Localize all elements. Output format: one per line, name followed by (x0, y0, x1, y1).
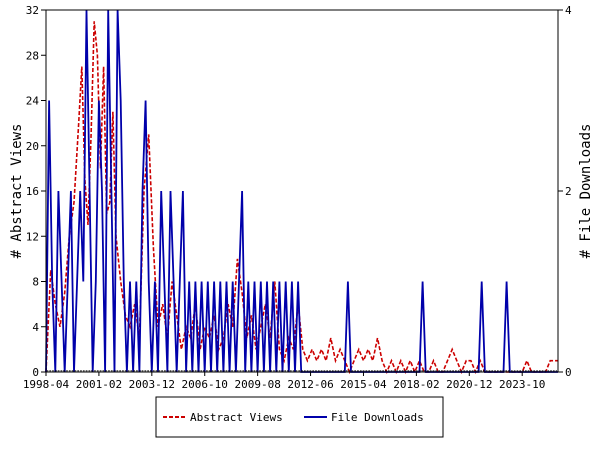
x-tick-label: 2020-12 (446, 378, 492, 391)
x-tick-label: 2023-10 (499, 378, 545, 391)
left-tick-label: 8 (32, 276, 39, 289)
left-tick-label: 24 (26, 95, 40, 108)
x-tick-label: 2009-08 (234, 378, 280, 391)
series-line-abstract-views (45, 21, 558, 375)
left-tick-label: 28 (26, 49, 39, 62)
right-tick-label: 0 (565, 366, 572, 379)
left-tick-label: 4 (32, 321, 39, 334)
x-tick-label: 1998-04 (23, 378, 70, 391)
legend-label-file-downloads: File Downloads (331, 411, 424, 424)
legend-box (155, 396, 444, 438)
x-tick-label: 2015-04 (340, 378, 387, 391)
left-tick-label: 0 (32, 366, 39, 379)
left-tick-label: 20 (26, 140, 39, 153)
left-axis: 0 4 8 12 16 20 24 28 32 (26, 4, 46, 379)
x-tick-label: 2001-02 (76, 378, 122, 391)
left-tick-label: 32 (26, 4, 39, 17)
legend: Abstract Views File Downloads (155, 396, 444, 438)
left-tick-label: 16 (26, 185, 39, 198)
legend-label-abstract-views: Abstract Views (190, 411, 283, 424)
x-axis: 1998-04 2001-02 2003-12 2006-10 2009-08 2012-… (23, 370, 559, 391)
x-tick-label: 2003-12 (129, 378, 175, 391)
right-tick-label: 2 (565, 185, 572, 198)
left-tick-label: 12 (26, 230, 39, 243)
x-tick-label: 2018-02 (393, 378, 439, 391)
left-axis-title: # Abstract Views (9, 124, 25, 259)
right-tick-label: 4 (565, 4, 572, 17)
right-axis-title: # File Downloads (578, 124, 594, 259)
x-tick-label: 2006-10 (182, 378, 228, 391)
right-axis: 0 2 4 (558, 4, 572, 379)
x-tick-label: 2012-06 (287, 378, 333, 391)
